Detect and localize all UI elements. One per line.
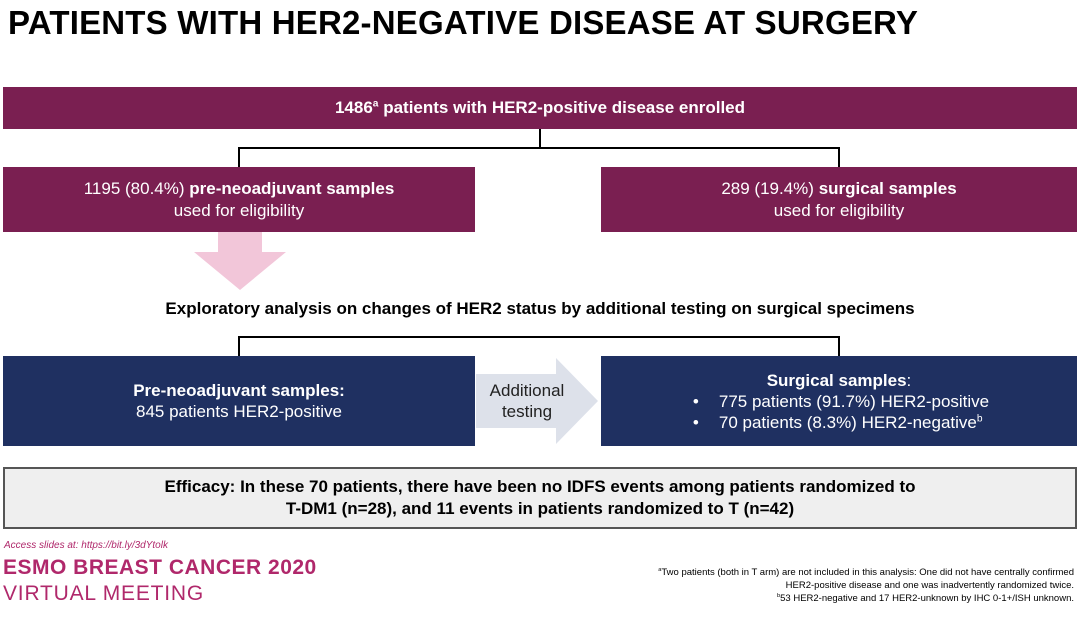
pre-neoadjuvant-bold: pre-neoadjuvant samples xyxy=(189,178,395,198)
list-item: 70 patients (8.3%) HER2-negativeb xyxy=(689,412,989,433)
bullet-sup: b xyxy=(976,412,983,424)
surgical-count: 289 (19.4%) xyxy=(721,178,814,198)
access-slides-link[interactable]: Access slides at: https://bit.ly/3dYtolk xyxy=(4,540,168,551)
footnote-b-sup: b xyxy=(776,592,781,599)
exploratory-heading: Exploratory analysis on changes of HER2 … xyxy=(165,299,915,318)
enrolled-box: 1486a patients with HER2-positive diseas… xyxy=(3,87,1077,129)
surgical-line2: used for eligibility xyxy=(773,200,905,220)
bracket-right-drop xyxy=(838,336,840,356)
esmo-logo-line2: VIRTUAL MEETING xyxy=(3,582,205,605)
pre-result-heading: Pre-neoadjuvant samples: xyxy=(133,381,345,400)
footnote-b-text: 53 HER2-negative and 17 HER2-unknown by … xyxy=(780,593,1074,604)
additional-testing-line2: testing xyxy=(501,402,553,421)
pre-result-line: 845 patients HER2-positive xyxy=(135,402,342,421)
additional-testing-line1: Additional xyxy=(489,381,565,400)
connector-horizontal xyxy=(238,147,840,149)
efficacy-box: Efficacy: In these 70 patients, there ha… xyxy=(3,467,1077,529)
bullet-text: 70 patients (8.3%) HER2-negative xyxy=(718,412,977,432)
footnote-a-text: Two patients (both in T arm) are not inc… xyxy=(661,567,1074,578)
efficacy-line2: T-DM1 (n=28), and 11 events in patients … xyxy=(285,499,795,518)
pre-neoadjuvant-box: 1195 (80.4%) pre-neoadjuvant samples use… xyxy=(3,167,475,232)
surgical-result-heading: Surgical samples xyxy=(766,370,907,390)
right-arrow-icon xyxy=(476,358,598,444)
pre-neoadjuvant-count: 1195 (80.4%) xyxy=(83,178,185,198)
bullet-text: 775 patients (91.7%) HER2-positive xyxy=(718,391,990,411)
pre-neoadjuvant-line2: used for eligibility xyxy=(173,200,305,220)
surgical-result-box: Surgical samples: 775 patients (91.7%) H… xyxy=(601,356,1077,446)
enrolled-label: patients with HER2-positive disease enro… xyxy=(383,98,746,117)
enrolled-text: 1486a patients with HER2-positive diseas… xyxy=(335,98,745,118)
efficacy-line1: Efficacy: In these 70 patients, there ha… xyxy=(164,477,916,496)
list-item: 775 patients (91.7%) HER2-positive xyxy=(689,391,989,412)
surgical-bold: surgical samples xyxy=(818,178,957,198)
footnote-a-line1: aTwo patients (both in T arm) are not in… xyxy=(658,566,1074,579)
footnotes: aTwo patients (both in T arm) are not in… xyxy=(658,566,1074,605)
surgical-result-colon: : xyxy=(906,370,912,390)
page-title: PATIENTS WITH HER2-NEGATIVE DISEASE AT S… xyxy=(8,4,919,41)
surgical-box: 289 (19.4%) surgical samples used for el… xyxy=(601,167,1077,232)
pre-neoadjuvant-line1: 1195 (80.4%) pre-neoadjuvant samples xyxy=(84,178,395,200)
enrolled-count: 1486 xyxy=(334,98,373,117)
footnote-a-line2: HER2-positive disease and one was inadve… xyxy=(785,580,1074,591)
additional-testing-label: Additional testing xyxy=(477,380,577,422)
esmo-logo-line1: ESMO BREAST CANCER 2020 xyxy=(3,556,317,579)
down-arrow-icon xyxy=(194,232,286,290)
footnote-b: b53 HER2-negative and 17 HER2-unknown by… xyxy=(658,592,1074,605)
surgical-result-list: 775 patients (91.7%) HER2-positive 70 pa… xyxy=(689,391,989,433)
connector-left-drop xyxy=(238,147,240,167)
surgical-line1: 289 (19.4%) surgical samples xyxy=(721,178,956,200)
bracket-left-drop xyxy=(238,336,240,356)
bracket-horizontal xyxy=(238,336,840,338)
footnote-a-sup: a xyxy=(658,566,662,573)
pre-neoadjuvant-result-box: Pre-neoadjuvant samples: 845 patients HE… xyxy=(3,356,475,446)
connector-right-drop xyxy=(838,147,840,167)
connector-stem xyxy=(539,129,541,149)
enrolled-sup: a xyxy=(372,98,379,110)
surgical-result-heading-row: Surgical samples: xyxy=(767,370,912,391)
